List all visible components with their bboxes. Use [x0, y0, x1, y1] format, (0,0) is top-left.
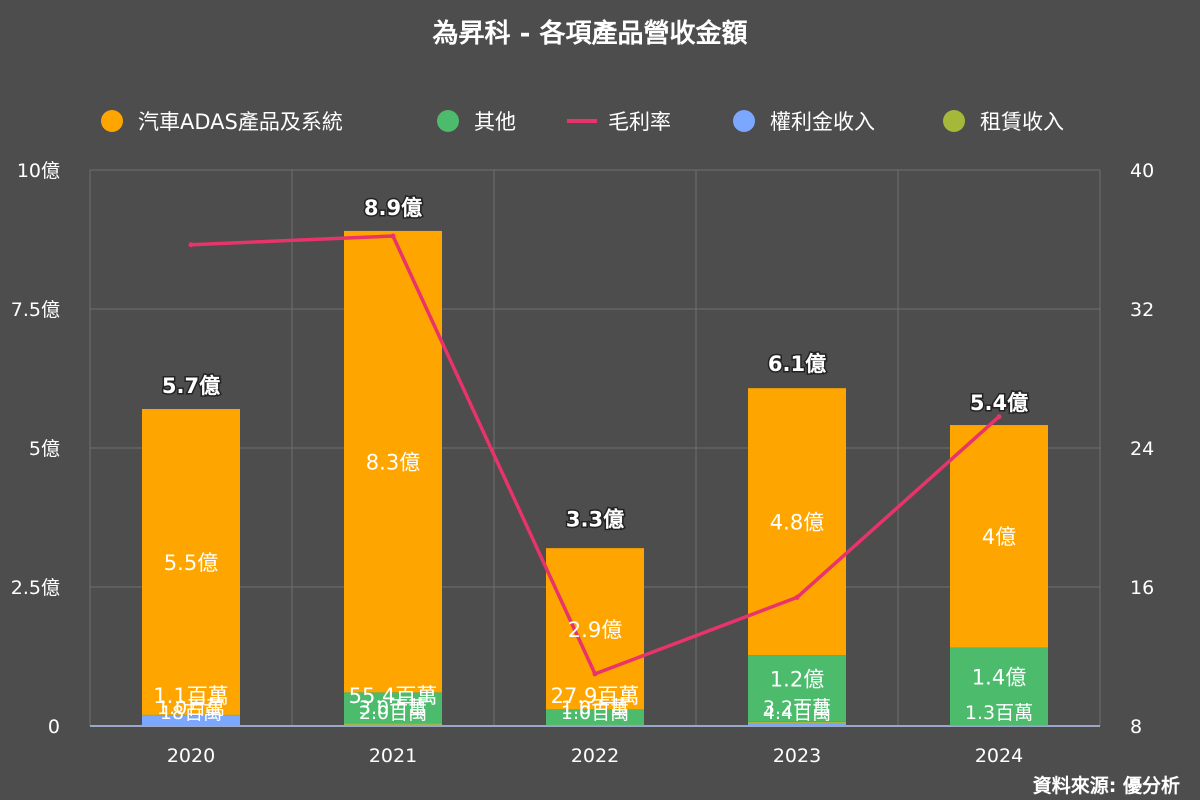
- source-note: 資料來源: 優分析: [1033, 774, 1180, 797]
- segment-label-rental: 1.0百萬: [157, 697, 225, 719]
- y-axis-left: 0 2.5億 5億 7.5億 10億: [11, 160, 60, 738]
- bar-segment-其他: [344, 692, 442, 724]
- segment-label-other: 1.4億: [972, 665, 1026, 689]
- y-left-tick-label: 10億: [17, 160, 60, 182]
- y-right-tick-label: 24: [1130, 438, 1154, 460]
- x-axis: 2020 2021 2022 2023 2024: [167, 745, 1023, 767]
- x-tick-label: 2024: [975, 745, 1023, 767]
- segment-label-adas: 4.8億: [770, 511, 824, 535]
- bar-segment-汽車ADAS產品及系統: [142, 409, 240, 715]
- y-right-tick-label: 8: [1130, 716, 1142, 738]
- segment-label-royalty: 18百萬: [160, 702, 222, 724]
- bar-segment-其他: [546, 709, 644, 725]
- segment-label-adas: 5.5億: [164, 551, 218, 575]
- segment-label-royalty: 1.3百萬: [965, 702, 1033, 724]
- bar-total-label: 5.7億: [162, 374, 220, 398]
- legend-marker-rental: [943, 110, 965, 132]
- x-tick-label: 2021: [369, 745, 417, 767]
- bar-segment-汽車ADAS產品及系統: [546, 548, 644, 710]
- y-right-tick-label: 40: [1130, 160, 1154, 182]
- legend-label-royalty: 權利金收入: [770, 110, 875, 134]
- segment-label-other: 27.9百萬: [551, 684, 640, 708]
- segment-label-royalty: 1.0百萬: [561, 702, 629, 724]
- segment-label-other: 1.1百萬: [153, 684, 228, 708]
- margin-line-point: [996, 414, 1002, 420]
- bar-total-label: 8.9億: [364, 196, 422, 220]
- legend-marker-adas: [101, 110, 123, 132]
- y-left-tick-label: 5億: [29, 438, 60, 460]
- legend-marker-other: [437, 110, 459, 132]
- y-left-tick-label: 7.5億: [11, 299, 60, 321]
- segment-label-adas: 8.3億: [366, 451, 420, 475]
- x-tick-label: 2020: [167, 745, 215, 767]
- bar-total-label: 5.4億: [970, 391, 1028, 415]
- x-tick-label: 2022: [571, 745, 619, 767]
- legend-label-other: 其他: [474, 110, 516, 134]
- bar-segment-權利金收入: [344, 724, 442, 726]
- segment-label-rental: 1.0百萬: [561, 697, 629, 719]
- bar-segment-汽車ADAS產品及系統: [950, 425, 1048, 648]
- segment-label-adas: 2.9億: [568, 618, 622, 642]
- segment-label-other: 1.2億: [770, 667, 824, 691]
- margin-line-point: [592, 671, 598, 677]
- segment-label-rental: 3.0百萬: [359, 697, 427, 719]
- segment-labels: 5.5億1.1百萬18百萬1.0百萬8.3億55.4百萬2.0百萬3.0百萬2.…: [153, 451, 1033, 724]
- bar-segment-權利金收入: [748, 723, 846, 726]
- y-right-tick-label: 16: [1130, 577, 1154, 599]
- segment-label-adas: 4億: [982, 525, 1016, 549]
- segment-label-other: 55.4百萬: [349, 684, 438, 708]
- bar-segment-權利金收入: [142, 715, 240, 726]
- legend-label-rental: 租賃收入: [980, 110, 1064, 134]
- legend-label-adas: 汽車ADAS產品及系統: [138, 110, 343, 134]
- bar-segment-租賃收入: [748, 721, 846, 724]
- segment-label-rental: 3.2百萬: [763, 697, 831, 719]
- chart-title: 為昇科 - 各項產品營收金額: [433, 18, 748, 49]
- margin-line-point: [794, 594, 800, 600]
- legend-label-margin: 毛利率: [608, 110, 671, 134]
- chart-legend: 汽車ADAS產品及系統 其他 毛利率 權利金收入 租賃收入: [101, 110, 1064, 134]
- margin-line-point: [390, 233, 396, 239]
- total-labels: 5.7億 8.9億 3.3億 6.1億 5.4億: [160, 195, 1029, 533]
- margin-line-point: [188, 242, 194, 248]
- bar-segment-其他: [748, 655, 846, 722]
- bar-total-label: 6.1億: [768, 352, 826, 376]
- margin-line-series: [188, 233, 1002, 677]
- segment-label-royalty: 2.0百萬: [359, 702, 427, 724]
- bar-total-label: 3.3億: [566, 508, 624, 532]
- x-tick-label: 2023: [773, 745, 821, 767]
- y-axis-right: 8 16 24 32 40: [1130, 160, 1154, 738]
- y-left-tick-label: 2.5億: [11, 577, 60, 599]
- bar-series: [142, 230, 1048, 726]
- legend-marker-royalty: [733, 110, 755, 132]
- y-left-tick-label: 0: [48, 716, 60, 738]
- bar-segment-其他: [950, 647, 1048, 726]
- bar-segment-租賃收入: [344, 723, 442, 725]
- segment-label-royalty: 4.4百萬: [763, 702, 831, 724]
- y-right-tick-label: 32: [1130, 299, 1154, 321]
